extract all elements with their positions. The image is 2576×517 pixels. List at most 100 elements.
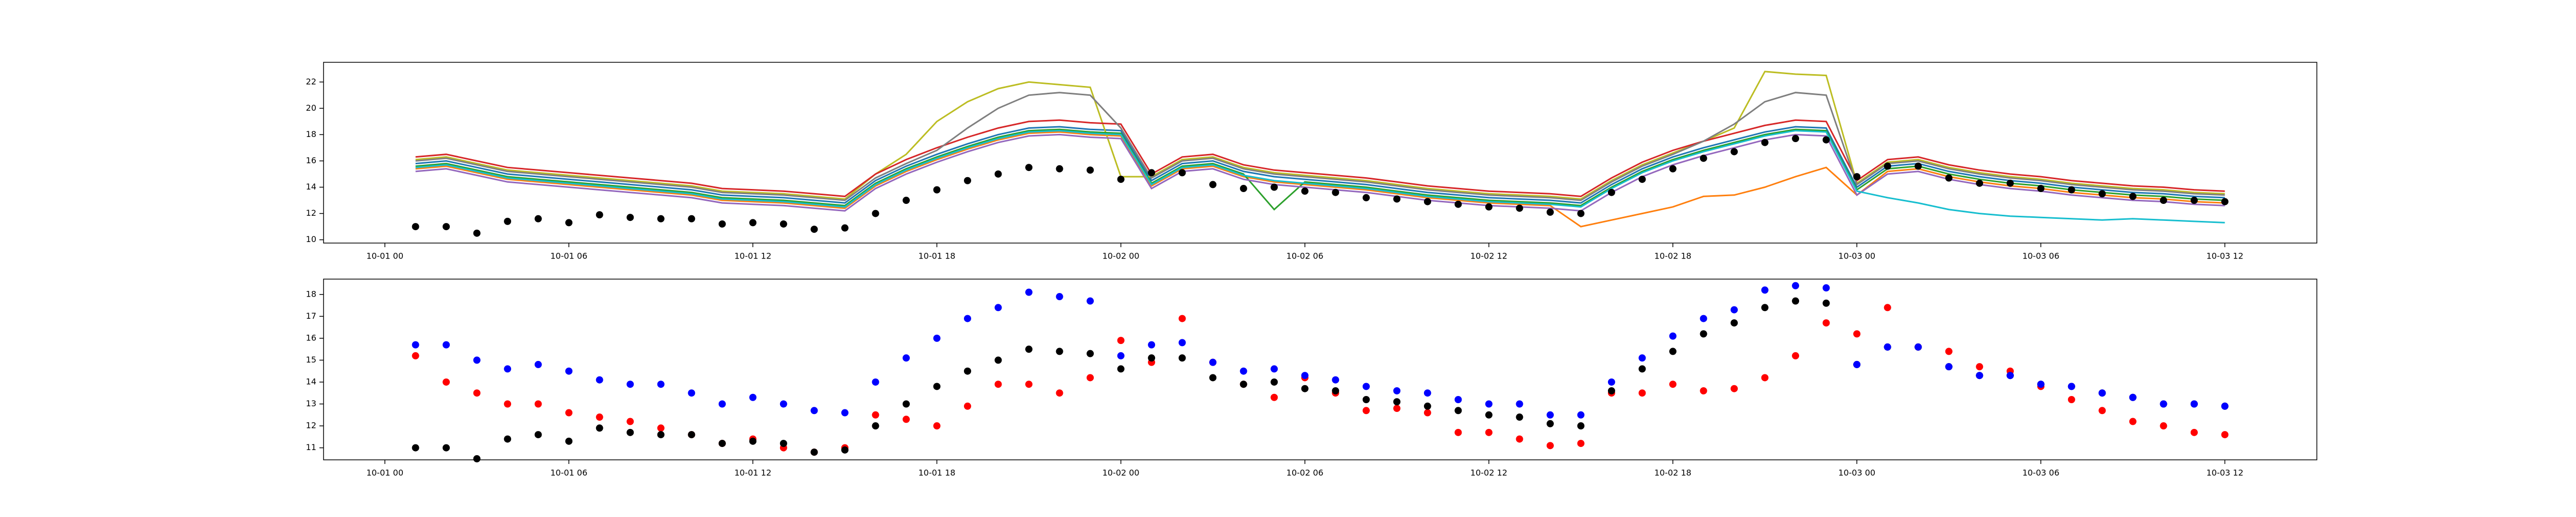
x-tick-label: 10-01 00 <box>366 468 403 478</box>
point <box>1945 348 1953 355</box>
y-tick-label: 16 <box>306 333 316 342</box>
point <box>1822 136 1830 144</box>
point <box>1209 374 1217 382</box>
point <box>994 170 1002 178</box>
y-tick-label: 20 <box>306 103 316 113</box>
point <box>1853 330 1861 338</box>
point <box>2129 193 2137 200</box>
x-tick-label: 10-02 18 <box>1654 251 1691 261</box>
point <box>1178 169 1186 177</box>
point <box>504 400 512 408</box>
point <box>1516 204 1523 212</box>
point <box>749 393 757 401</box>
point <box>810 449 818 456</box>
point <box>1700 315 1707 322</box>
point <box>1884 304 1891 312</box>
point <box>1117 365 1125 373</box>
point <box>902 400 910 408</box>
point <box>872 378 879 386</box>
point <box>1423 198 1431 205</box>
point <box>1669 332 1677 340</box>
x-tick-label: 10-01 00 <box>366 251 403 261</box>
point <box>2037 381 2045 388</box>
y-tick-label: 14 <box>306 182 316 192</box>
point <box>1976 372 1984 380</box>
y-tick-label: 17 <box>306 311 316 321</box>
point <box>1301 187 1309 195</box>
y-tick-label: 12 <box>306 208 316 218</box>
x-tick-label: 10-02 06 <box>1286 468 1324 478</box>
x-tick-label: 10-01 12 <box>734 468 771 478</box>
point <box>473 229 481 237</box>
point <box>1485 428 1493 436</box>
point <box>534 215 542 222</box>
point <box>1485 411 1493 419</box>
point <box>1607 378 1615 386</box>
ensemble-line <box>415 130 2225 223</box>
point <box>1148 341 1156 349</box>
point <box>504 435 512 443</box>
point <box>994 356 1002 364</box>
point <box>963 367 971 375</box>
point <box>2129 393 2137 401</box>
point <box>1516 435 1523 443</box>
point <box>2006 179 2014 187</box>
point <box>2160 197 2167 204</box>
point <box>596 211 603 219</box>
point <box>933 334 941 342</box>
point <box>565 219 573 227</box>
point <box>718 400 726 408</box>
point <box>963 177 971 184</box>
point <box>1546 209 1554 216</box>
ensemble-line <box>415 71 2225 200</box>
point <box>1731 319 1738 327</box>
point <box>841 224 849 232</box>
ensemble-line <box>415 131 2225 228</box>
point <box>779 440 787 447</box>
point <box>1393 387 1401 394</box>
point <box>626 428 634 436</box>
point <box>1178 315 1186 322</box>
point <box>1669 381 1677 388</box>
point <box>1700 154 1707 162</box>
point <box>1731 148 1738 156</box>
point <box>1087 166 1094 174</box>
point <box>1607 387 1615 394</box>
point <box>1577 440 1585 447</box>
point <box>1148 354 1156 362</box>
point <box>1792 282 1800 289</box>
point <box>596 424 603 432</box>
x-tick-label: 10-03 00 <box>1838 251 1875 261</box>
point <box>2221 402 2229 410</box>
point <box>1761 304 1769 312</box>
point <box>1393 398 1401 406</box>
x-tick-label: 10-01 12 <box>734 251 771 261</box>
point <box>902 197 910 204</box>
point <box>2098 190 2106 198</box>
point <box>1240 381 1247 388</box>
point <box>1792 352 1800 359</box>
point <box>1178 354 1186 362</box>
x-tick-label: 10-02 00 <box>1103 251 1140 261</box>
point <box>2067 186 2075 194</box>
point <box>688 215 696 222</box>
point <box>1454 407 1462 415</box>
point <box>1853 360 1861 368</box>
point <box>443 223 450 231</box>
point <box>1638 365 1646 373</box>
point <box>1976 179 1984 187</box>
x-tick-label: 10-02 12 <box>1470 251 1507 261</box>
point <box>1638 176 1646 183</box>
point <box>1669 165 1677 173</box>
point <box>1056 293 1063 301</box>
point <box>443 444 450 452</box>
point <box>2098 407 2106 415</box>
point <box>718 220 726 228</box>
point <box>412 341 419 349</box>
point <box>504 217 512 225</box>
point <box>1700 387 1707 394</box>
y-tick-label: 10 <box>306 234 316 244</box>
point <box>1362 383 1370 390</box>
point <box>1945 174 1953 182</box>
